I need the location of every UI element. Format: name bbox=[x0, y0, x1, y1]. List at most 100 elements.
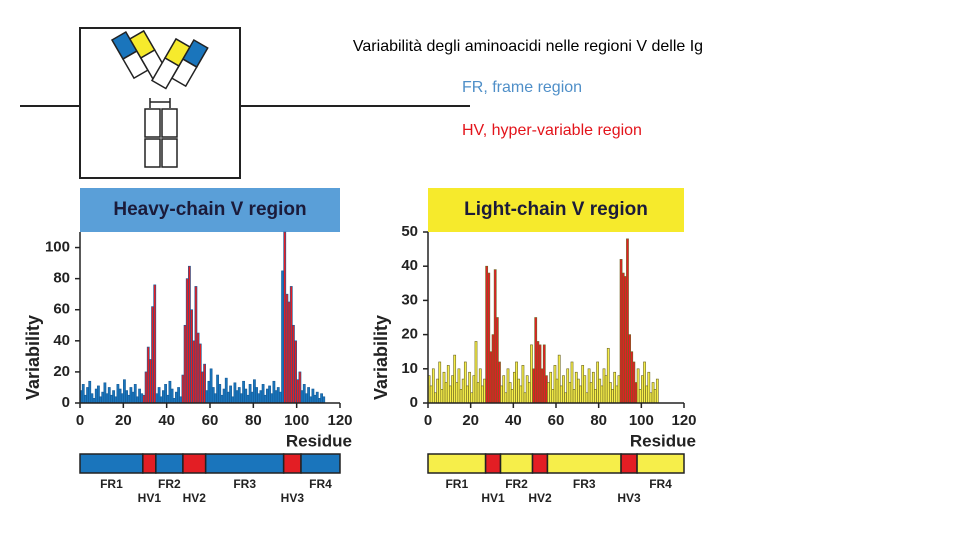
bar bbox=[287, 301, 291, 404]
bar bbox=[170, 388, 174, 404]
bar bbox=[474, 341, 478, 404]
bar bbox=[502, 375, 506, 404]
x-tick-label: 120 bbox=[671, 412, 696, 429]
bar bbox=[270, 393, 274, 404]
bar bbox=[517, 378, 521, 404]
region-label: FR4 bbox=[309, 477, 332, 491]
bar bbox=[101, 391, 105, 404]
bar bbox=[120, 393, 124, 404]
bar bbox=[131, 391, 135, 404]
bar bbox=[655, 378, 659, 404]
bar bbox=[90, 393, 94, 404]
bar bbox=[513, 371, 516, 404]
bar bbox=[229, 385, 232, 404]
bar bbox=[237, 387, 241, 404]
bar bbox=[259, 390, 263, 404]
bar bbox=[205, 390, 209, 404]
bar bbox=[577, 378, 580, 404]
region-segment bbox=[155, 453, 184, 474]
bar bbox=[216, 374, 219, 404]
y-tick-label: 10 bbox=[401, 360, 418, 377]
slide-title: Variabilità degli aminoacidi nelle regio… bbox=[353, 38, 703, 55]
bar bbox=[185, 278, 189, 404]
bar bbox=[107, 387, 111, 404]
region-label: FR2 bbox=[505, 477, 528, 491]
bar bbox=[142, 394, 146, 404]
bar bbox=[453, 354, 457, 404]
bar bbox=[253, 379, 256, 404]
bar bbox=[246, 394, 250, 404]
bar bbox=[322, 396, 326, 404]
bar bbox=[133, 384, 137, 404]
region-label: FR2 bbox=[158, 477, 181, 491]
bar bbox=[630, 351, 634, 404]
x-tick-label: 80 bbox=[590, 412, 607, 429]
bar bbox=[530, 344, 533, 404]
region-label: HV1 bbox=[138, 491, 162, 505]
bar bbox=[632, 361, 636, 404]
bar bbox=[177, 387, 180, 404]
bar bbox=[547, 382, 550, 404]
bar bbox=[313, 394, 317, 404]
bar bbox=[272, 380, 276, 404]
bar bbox=[88, 380, 92, 404]
bar bbox=[84, 394, 87, 404]
bar bbox=[463, 361, 467, 404]
y-tick-label: 0 bbox=[62, 394, 70, 411]
bar bbox=[527, 382, 531, 404]
bar bbox=[248, 384, 252, 404]
bar bbox=[598, 378, 602, 404]
bar bbox=[268, 385, 271, 404]
bar bbox=[438, 361, 442, 404]
y-tick-label: 0 bbox=[410, 394, 418, 411]
region-segment bbox=[531, 453, 549, 474]
bar bbox=[194, 286, 198, 404]
bar bbox=[525, 375, 529, 404]
bar bbox=[534, 317, 538, 404]
bar bbox=[651, 382, 655, 404]
bar bbox=[611, 389, 614, 404]
bar bbox=[281, 270, 284, 404]
bar bbox=[155, 393, 159, 404]
bar bbox=[551, 389, 555, 404]
bar bbox=[504, 392, 508, 404]
region-segment bbox=[204, 453, 285, 474]
bar bbox=[116, 384, 120, 404]
bar bbox=[429, 385, 433, 404]
bar bbox=[198, 343, 202, 404]
bar bbox=[538, 344, 542, 404]
bar bbox=[300, 390, 304, 404]
bar bbox=[240, 393, 243, 404]
bar bbox=[466, 385, 469, 404]
bar bbox=[276, 387, 280, 404]
bar bbox=[298, 371, 302, 404]
x-tick-label: 120 bbox=[327, 412, 352, 429]
bar bbox=[311, 388, 315, 404]
bar bbox=[149, 359, 152, 404]
bar bbox=[285, 293, 289, 404]
x-tick-label: 60 bbox=[548, 412, 565, 429]
bar bbox=[196, 332, 200, 404]
bar bbox=[103, 382, 107, 404]
bar bbox=[600, 385, 604, 404]
region-segment bbox=[636, 453, 685, 474]
bar bbox=[99, 396, 102, 404]
bar bbox=[157, 387, 161, 404]
bar bbox=[609, 382, 612, 404]
bar bbox=[570, 361, 574, 404]
bar bbox=[483, 378, 486, 404]
bar bbox=[168, 380, 172, 404]
bar bbox=[257, 393, 261, 404]
y-tick-label: 40 bbox=[401, 257, 418, 274]
bar bbox=[227, 391, 230, 404]
y-tick-label: 100 bbox=[45, 239, 70, 256]
bar bbox=[123, 379, 126, 404]
x-tick-label: 100 bbox=[629, 412, 654, 429]
x-tick-label: 0 bbox=[76, 412, 84, 429]
x-tick-label: 60 bbox=[202, 412, 219, 429]
region-segment bbox=[484, 453, 502, 474]
bar bbox=[442, 371, 446, 404]
bar bbox=[164, 384, 167, 404]
bar bbox=[244, 388, 248, 404]
bar bbox=[459, 389, 463, 404]
